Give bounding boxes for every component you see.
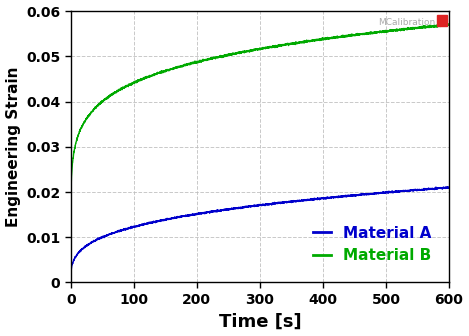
Material A <box>68 269 74 273</box>
Material B <box>398 28 404 32</box>
Material A <box>445 185 451 189</box>
Material A <box>230 207 235 211</box>
Material A <box>398 189 404 193</box>
Material B <box>68 187 74 192</box>
Material B <box>230 51 235 55</box>
Line: Material B: Material B <box>71 24 449 190</box>
Material A <box>213 209 219 213</box>
Legend: Material A, Material B: Material A, Material B <box>306 219 438 269</box>
Material B <box>111 91 117 95</box>
Material B <box>134 79 139 83</box>
Material B <box>213 55 219 59</box>
Material B <box>444 22 450 26</box>
FancyBboxPatch shape <box>437 15 447 26</box>
Material B <box>439 24 445 28</box>
Material A <box>439 186 445 190</box>
Material B <box>446 23 452 27</box>
Text: MCalibration: MCalibration <box>378 18 436 27</box>
Y-axis label: Engineering Strain: Engineering Strain <box>6 67 21 227</box>
X-axis label: Time [s]: Time [s] <box>219 312 301 330</box>
Material A <box>134 225 139 229</box>
Material A <box>446 185 452 190</box>
Material A <box>111 230 117 235</box>
Line: Material A: Material A <box>71 187 449 271</box>
